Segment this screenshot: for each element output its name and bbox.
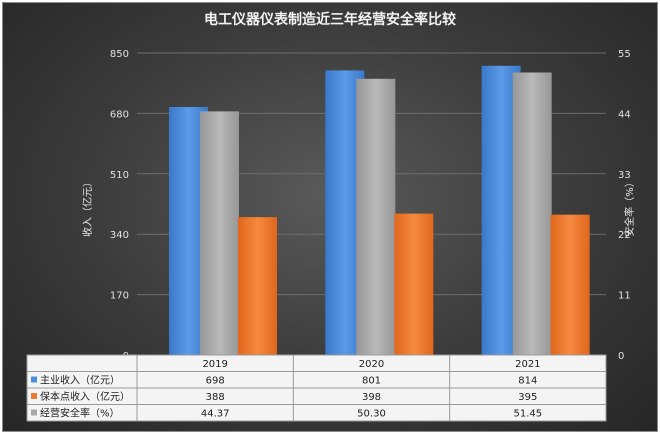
legend-entry: 主业收入（亿元） <box>40 374 120 387</box>
bar-breakeven-revenue <box>550 214 590 355</box>
data-label: 398 <box>362 392 381 403</box>
y-tick-label: 680 <box>110 109 129 120</box>
data-label: 50.30 <box>357 409 386 420</box>
data-label: 814 <box>518 376 537 387</box>
legend-swatch <box>31 393 37 399</box>
data-label: 698 <box>206 376 225 387</box>
bar-breakeven-revenue <box>394 213 434 355</box>
data-table: 2019 2020 2021 主业收入（亿元） 698 801 814 保本点收入（亿元） 38… <box>26 354 607 422</box>
data-label: 388 <box>206 392 225 403</box>
data-label: 801 <box>362 376 381 387</box>
y2-tick-label: 22 <box>618 230 631 241</box>
x-tick-label: 2020 <box>359 359 384 370</box>
y-tick-label: 340 <box>110 230 129 241</box>
y-tick-label: 170 <box>110 291 129 302</box>
legend-entry: 保本点收入（亿元） <box>40 390 130 403</box>
y2-tick-label: 11 <box>618 291 631 302</box>
bar-breakeven-revenue <box>238 217 277 355</box>
y2-tick-label: 0 <box>618 351 624 362</box>
chart-svg: 电工仪器仪表制造近三年经营安全率比较 001701134022510336804… <box>26 11 636 422</box>
y2-tick-label: 55 <box>618 49 631 60</box>
legend-swatch <box>31 376 37 383</box>
data-label: 44.37 <box>201 409 230 420</box>
legend-swatch <box>31 409 37 416</box>
y-tick-label: 850 <box>110 49 129 60</box>
legend-entry: 经营安全率（%） <box>40 407 120 420</box>
bars <box>169 65 590 356</box>
bar-safety-rate <box>512 72 552 355</box>
y2-tick-label: 33 <box>618 170 631 181</box>
y2-axis-label: 安全率（%） <box>623 177 636 237</box>
y2-tick-label: 44 <box>618 109 631 120</box>
bar-safety-rate <box>200 111 239 355</box>
data-label: 395 <box>518 392 537 403</box>
chart-title: 电工仪器仪表制造近三年经营安全率比较 <box>204 11 456 28</box>
bar-safety-rate <box>356 78 396 355</box>
y-tick-label: 510 <box>110 170 129 181</box>
data-label: 51.45 <box>514 409 543 420</box>
y-axis-label: 收入（亿元） <box>81 177 94 237</box>
x-tick-label: 2019 <box>202 359 227 370</box>
x-tick-label: 2021 <box>515 359 540 370</box>
